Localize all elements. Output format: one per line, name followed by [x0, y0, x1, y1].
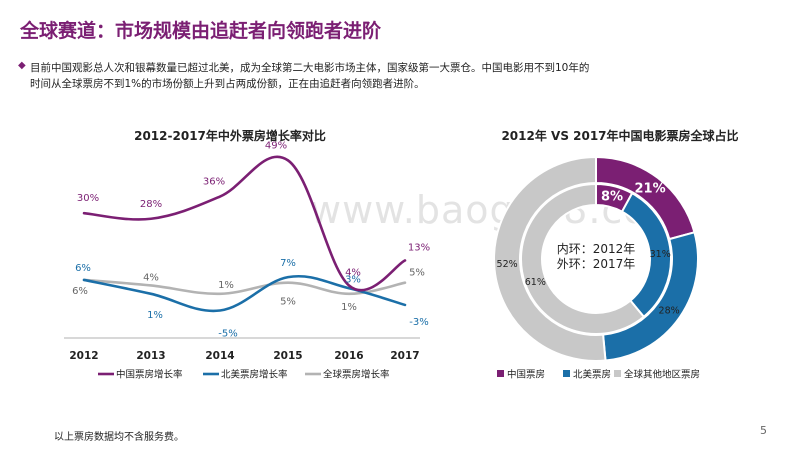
outer-ring-label-0: 21% [635, 181, 666, 196]
data-label-s1-5: -3% [409, 317, 428, 328]
data-label-s0-4: 4% [345, 267, 361, 278]
series-line-0 [82, 155, 407, 292]
inner-ring-label-0: 8% [601, 190, 623, 205]
data-label-s2-5: 5% [409, 268, 425, 279]
donut-legend-label-0: 中国票房 [507, 369, 545, 381]
donut-legend-swatch-1 [563, 370, 570, 377]
page-number: 5 [760, 424, 767, 437]
donut-legend-swatch-2 [614, 370, 621, 377]
donut-legend-label-1: 北美票房 [573, 369, 611, 381]
x-tick-label-1: 2013 [136, 350, 165, 362]
legend-label-0: 中国票房增长率 [116, 369, 183, 381]
data-label-s2-0: 6% [72, 286, 88, 297]
donut-center-label-outer: 外环：2017年 [557, 257, 636, 271]
bullet-diamond-icon: ◆ [18, 60, 26, 71]
data-label-s0-3: 49% [265, 140, 287, 151]
x-tick-label-2: 2014 [205, 350, 234, 362]
data-label-s1-0: 6% [75, 263, 91, 274]
data-label-s0-5: 13% [408, 242, 430, 253]
data-label-s2-3: 5% [280, 297, 296, 308]
x-tick-label-0: 2012 [69, 350, 98, 362]
donut-center-label-inner: 内环：2012年 [557, 242, 636, 256]
donut-legend-label-2: 全球其他地区票房 [624, 369, 700, 381]
data-label-s1-2: -5% [218, 329, 237, 340]
series-line-1 [82, 275, 407, 313]
line-chart-title: 2012-2017年中外票房增长率对比 [134, 129, 326, 143]
data-label-s0-0: 30% [77, 193, 99, 204]
inner-ring-label-1: 31% [650, 249, 671, 260]
data-label-s0-2: 36% [203, 177, 225, 188]
data-label-s2-2: 1% [218, 280, 234, 291]
footnote: 以上票房数据均不含服务费。 [54, 432, 184, 443]
data-label-s1-4: 3% [345, 274, 361, 285]
outer-ring-label-1: 28% [659, 306, 680, 317]
inner-ring-label-2: 61% [525, 277, 546, 288]
legend-label-1: 北美票房增长率 [221, 369, 288, 381]
page-title: 全球赛道：市场规模由追赶者向领跑者进阶 [20, 20, 382, 42]
x-tick-label-4: 2016 [334, 350, 363, 362]
legend-label-2: 全球票房增长率 [323, 369, 390, 381]
data-label-s2-1: 4% [143, 272, 159, 283]
series-line-2 [82, 278, 407, 296]
data-label-s1-1: 1% [147, 310, 163, 321]
data-label-s1-3: 7% [280, 258, 296, 269]
summary-text: 目前中国观影总人次和银幕数量已超过北美，成为全球第二大电影市场主体，国家级第一大… [30, 62, 590, 90]
outer-ring-label-2: 52% [497, 259, 518, 270]
donut-legend-swatch-0 [497, 370, 504, 377]
data-label-s0-1: 28% [140, 199, 162, 210]
donut-chart-title: 2012年 VS 2017年中国电影票房全球占比 [501, 129, 739, 143]
inner-ring-slice-2 [520, 182, 646, 335]
x-tick-label-3: 2015 [273, 350, 302, 362]
x-tick-label-5: 2017 [390, 350, 419, 362]
data-label-s2-4: 1% [341, 302, 357, 313]
